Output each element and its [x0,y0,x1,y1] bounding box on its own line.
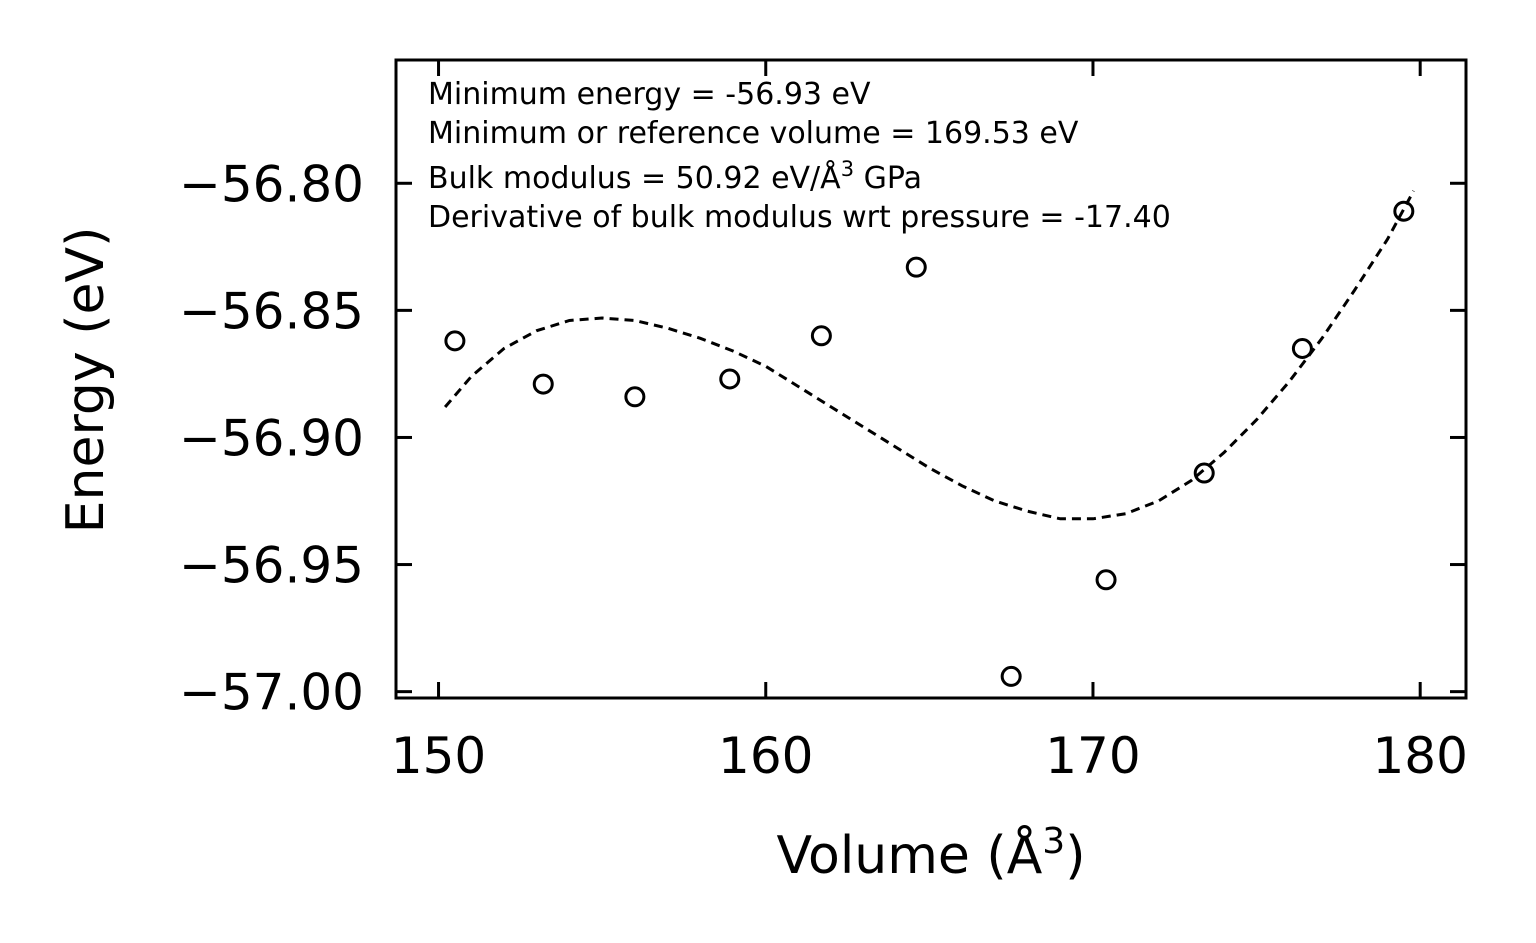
data-points [444,200,1415,687]
annotation-bulk-modulus-unit: GPa [854,161,922,196]
x-tick-label: 180 [1372,727,1467,785]
data-point [810,325,832,347]
data-point [624,386,646,408]
x-tick-label: 170 [1045,727,1140,785]
annotation-bulk-modulus-text: Bulk modulus = 50.92 eV/Å [428,160,841,196]
annotation-min-energy: Minimum energy = -56.93 eV [428,77,871,112]
y-tick-label: −56.85 [179,282,364,340]
plot-frame [394,58,1468,700]
data-point [1393,200,1415,222]
data-point [532,373,554,395]
data-point [1193,462,1215,484]
y-axis: −56.80 −56.85 −56.90 −56.95 −57.00 [179,155,1466,722]
x-axis: 150 160 170 180 [391,60,1468,785]
fit-curve [443,190,1415,521]
annotation-bulk-modulus: Bulk modulus = 50.92 eV/Å3 GPa [428,157,922,196]
annotation-bulk-modulus-sup: 3 [841,157,854,181]
y-tick-label: −56.95 [179,537,364,595]
x-axis-title-sup: 3 [1042,821,1065,862]
data-point [444,330,466,352]
x-axis-title: Volume (Å3) [777,821,1086,886]
y-tick-label: −56.80 [179,155,364,213]
data-point [1095,569,1117,591]
x-axis-title-end: ) [1065,826,1085,886]
annotation-bulk-derivative: Derivative of bulk modulus wrt pressure … [428,200,1171,235]
x-axis-title-text: Volume (Å [777,824,1043,886]
x-tick-label: 150 [391,727,486,785]
y-axis-title: Energy (eV) [56,227,116,534]
x-tick-label: 160 [718,727,813,785]
data-point [1291,337,1313,359]
data-point [1000,665,1022,687]
annotation-min-volume: Minimum or reference volume = 169.53 eV [428,116,1079,151]
data-point [905,256,927,278]
data-point [719,368,741,390]
y-tick-label: −57.00 [179,664,364,722]
y-tick-label: −56.90 [179,409,364,467]
